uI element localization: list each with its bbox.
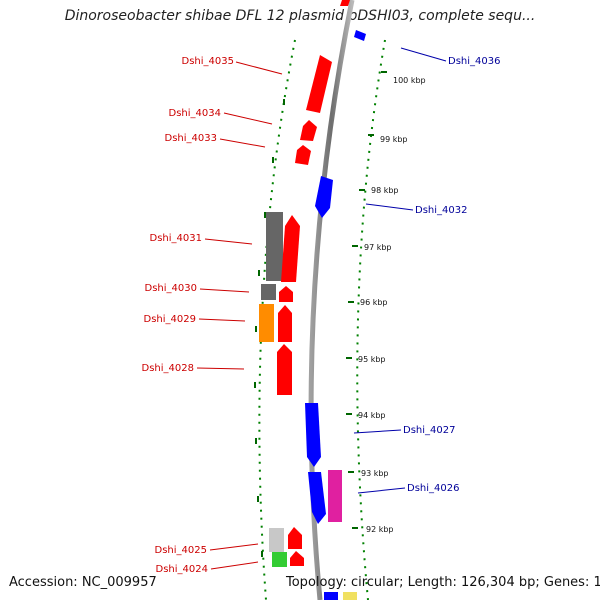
gene-feature-dshi-4029-orange[interactable] <box>259 304 274 342</box>
gene-feature-dshi-4031-gray[interactable] <box>266 212 283 281</box>
gene-feature-dshi-4036[interactable] <box>354 30 366 41</box>
gene-feature-dshi-4033[interactable] <box>295 145 311 165</box>
gene-feature-dshi-4025-gray[interactable] <box>269 528 284 552</box>
left-gene-labels: Dshi_4035 Dshi_4034 Dshi_4033 Dshi_4031 … <box>142 56 234 575</box>
gene-features <box>259 0 366 600</box>
kbp-label-99: 99 kbp <box>380 135 408 144</box>
gene-feature-dshi-4026-blue[interactable] <box>308 472 326 524</box>
kbp-label-98: 98 kbp <box>371 186 399 195</box>
gene-feature-bottom-yellow[interactable] <box>343 592 357 600</box>
gene-feature-dshi-4029[interactable] <box>278 305 292 342</box>
right-gene-labels: Dshi_4036 Dshi_4032 Dshi_4027 Dshi_4026 <box>403 56 500 494</box>
kbp-label-94: 94 kbp <box>358 411 386 420</box>
kbp-label-97: 97 kbp <box>364 243 392 252</box>
right-tick-group <box>346 71 387 529</box>
kbp-label-100: 100 kbp <box>393 76 426 85</box>
gene-feature-bottom-blue[interactable] <box>324 592 338 600</box>
gene-label-dshi-4030[interactable]: Dshi_4030 <box>145 283 197 294</box>
gene-label-dshi-4025[interactable]: Dshi_4025 <box>155 545 207 556</box>
outer-dotted-arc-right <box>356 39 386 600</box>
kbp-label-96: 96 kbp <box>360 298 388 307</box>
gene-feature-dshi-4024[interactable] <box>290 551 304 566</box>
gene-label-dshi-4027[interactable]: Dshi_4027 <box>403 425 455 436</box>
gene-label-dshi-4028[interactable]: Dshi_4028 <box>142 363 194 374</box>
gene-feature-top-partial[interactable] <box>340 0 350 6</box>
gene-feature-dshi-4032[interactable] <box>315 176 333 218</box>
kbp-label-92: 92 kbp <box>366 525 394 534</box>
gene-feature-dshi-4034[interactable] <box>300 120 317 141</box>
gene-feature-dshi-4024-green[interactable] <box>272 552 287 567</box>
gene-label-dshi-4032[interactable]: Dshi_4032 <box>415 205 467 216</box>
gene-label-dshi-4035[interactable]: Dshi_4035 <box>182 56 234 67</box>
gene-feature-dshi-4028[interactable] <box>277 344 292 395</box>
gene-label-dshi-4031[interactable]: Dshi_4031 <box>150 233 202 244</box>
leader-lines <box>196 47 447 570</box>
gene-feature-dshi-4030-gray[interactable] <box>261 284 276 300</box>
gene-label-dshi-4033[interactable]: Dshi_4033 <box>165 133 217 144</box>
kbp-label-95: 95 kbp <box>358 355 386 364</box>
gene-feature-dshi-4030[interactable] <box>279 286 293 302</box>
gene-label-dshi-4029[interactable]: Dshi_4029 <box>144 314 196 325</box>
gene-feature-dshi-4025[interactable] <box>288 527 302 549</box>
gene-feature-dshi-4027[interactable] <box>305 403 321 467</box>
genome-backbone <box>308 0 355 600</box>
accession-label: Accession: NC_009957 <box>9 575 157 590</box>
gene-feature-dshi-4035[interactable] <box>306 55 332 113</box>
kbp-label-93: 93 kbp <box>361 469 389 478</box>
gene-feature-dshi-4026[interactable] <box>328 470 342 522</box>
map-title: Dinoroseobacter shibae DFL 12 plasmid pD… <box>64 8 536 24</box>
gene-label-dshi-4036[interactable]: Dshi_4036 <box>448 56 500 67</box>
gene-label-dshi-4026[interactable]: Dshi_4026 <box>407 483 459 494</box>
gene-label-dshi-4024[interactable]: Dshi_4024 <box>156 564 208 575</box>
gene-label-dshi-4034[interactable]: Dshi_4034 <box>169 108 221 119</box>
kbp-labels: 100 kbp 99 kbp 98 kbp 97 kbp 96 kbp 95 k… <box>358 76 426 534</box>
gene-feature-dshi-4031[interactable] <box>281 215 300 282</box>
left-tick-group <box>254 99 285 557</box>
summary-label: Topology: circular; Length: 126,304 bp; … <box>286 575 600 590</box>
